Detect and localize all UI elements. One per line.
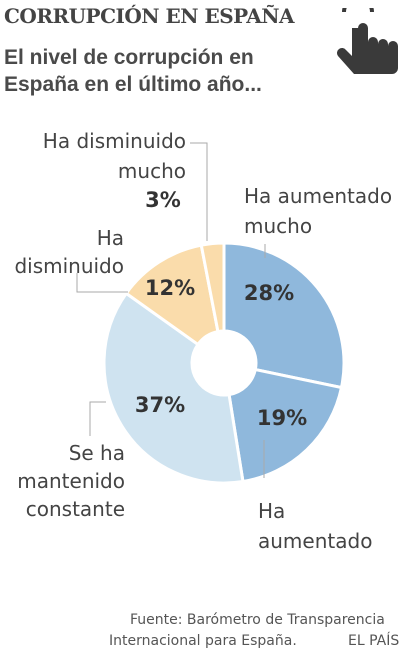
leader-line-3 (89, 401, 106, 436)
category-label-3: Se ha mantenido constante (17, 441, 125, 521)
source-brand: EL PAÍS (348, 633, 400, 649)
leader-line-4 (76, 273, 128, 293)
subtitle-line-2: España en el último año... (4, 73, 262, 96)
value-label-4: 12% (145, 276, 195, 300)
donut-slice-1 (222, 241, 346, 390)
category-label-5: Ha disminuido mucho (43, 129, 186, 183)
category-label-2: Ha aumentado (258, 499, 372, 553)
donut-slice-5 (199, 241, 226, 334)
value-label-1: 28% (244, 281, 294, 305)
hand-pointer-icon[interactable] (332, 8, 406, 82)
donut-slice-2 (227, 367, 344, 484)
value-label-5: 3% (145, 188, 181, 212)
donut-slice-3 (102, 291, 245, 485)
chart-subtitle: El nivel de corrupción en España en el ú… (4, 44, 324, 98)
category-label-1: Ha aumentado mucho (244, 184, 392, 238)
source-line-1: Fuente: Barómetro de Transparencia (130, 612, 385, 628)
subtitle-line-1: El nivel de corrupción en (4, 46, 254, 69)
header-title: CORRUPCIÓN EN ESPAÑA (4, 4, 295, 28)
value-label-3: 37% (135, 393, 185, 417)
category-label-4: Ha disminuido (14, 226, 124, 278)
value-label-2: 19% (257, 406, 307, 430)
source-line-2: Internacional para España. (109, 633, 297, 649)
donut-slice-4 (124, 243, 220, 347)
leader-line-5 (190, 142, 208, 241)
